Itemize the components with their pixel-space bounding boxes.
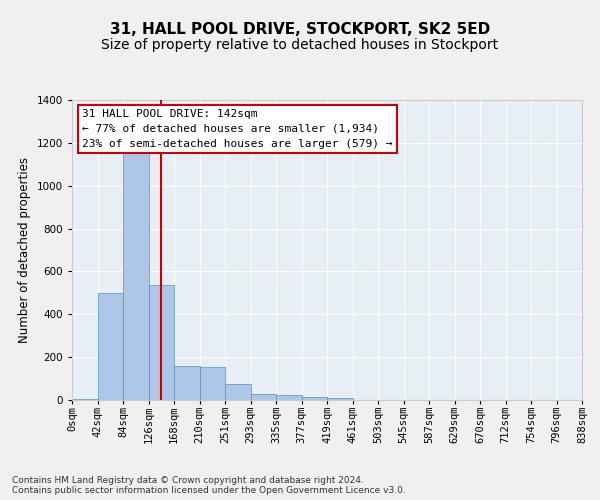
Bar	[327, 398, 353, 400]
Bar	[199, 367, 225, 400]
Bar	[149, 286, 174, 400]
Bar	[72, 399, 97, 400]
Bar	[225, 384, 251, 400]
Bar	[276, 396, 302, 400]
Text: Size of property relative to detached houses in Stockport: Size of property relative to detached ho…	[101, 38, 499, 52]
Bar	[302, 397, 327, 400]
Bar	[97, 293, 123, 400]
Text: 31 HALL POOL DRIVE: 142sqm
← 77% of detached houses are smaller (1,934)
23% of s: 31 HALL POOL DRIVE: 142sqm ← 77% of deta…	[82, 109, 392, 148]
Bar	[123, 136, 149, 400]
Text: Contains HM Land Registry data © Crown copyright and database right 2024.
Contai: Contains HM Land Registry data © Crown c…	[12, 476, 406, 495]
Bar	[174, 366, 199, 400]
Bar	[251, 394, 276, 400]
Y-axis label: Number of detached properties: Number of detached properties	[18, 157, 31, 343]
Text: 31, HALL POOL DRIVE, STOCKPORT, SK2 5ED: 31, HALL POOL DRIVE, STOCKPORT, SK2 5ED	[110, 22, 490, 38]
